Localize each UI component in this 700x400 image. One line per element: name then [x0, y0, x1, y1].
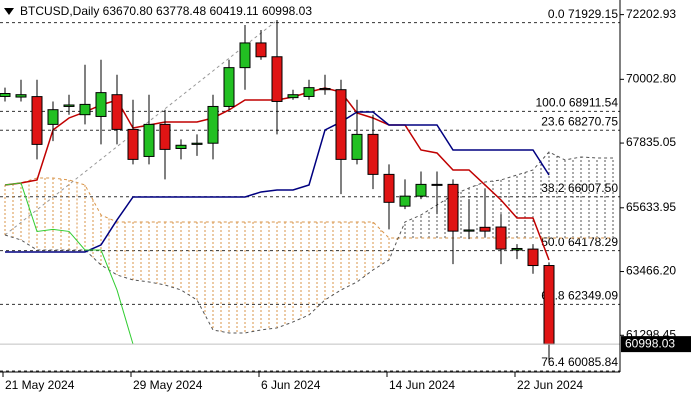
fib-level-label: 38.2 66007.50 — [541, 181, 618, 195]
candle-body — [495, 226, 507, 250]
x-tick-label: 29 May 2024 — [133, 378, 203, 392]
y-tick-label: 70002.80 — [626, 71, 676, 85]
candle-body — [31, 96, 43, 145]
candle-body — [159, 123, 171, 150]
fib-level-label: 0.0 71929.15 — [548, 7, 618, 21]
candle-body — [303, 87, 315, 97]
candle-body — [15, 94, 27, 98]
candle-body — [79, 103, 91, 116]
y-tick-label: 63466.20 — [626, 264, 676, 278]
chart-title: BTCUSD,Daily 63670.80 63778.48 60419.11 … — [20, 4, 312, 18]
y-tick-label: 72202.93 — [626, 7, 676, 21]
candle-body — [271, 56, 283, 102]
candle-body — [319, 88, 331, 91]
x-tick-label: 14 Jun 2024 — [389, 378, 455, 392]
candle-body — [287, 94, 299, 99]
indicator-line — [4, 182, 134, 345]
candle-body — [223, 67, 235, 107]
cloud-line-b — [4, 151, 613, 334]
candle-body — [415, 183, 427, 197]
current-price-label: 60998.03 — [625, 336, 675, 350]
candle-body — [191, 142, 203, 145]
candle-body — [431, 183, 443, 186]
candle-body — [175, 144, 187, 150]
x-tick-label: 6 Jun 2024 — [261, 378, 321, 392]
candle-body — [63, 104, 75, 107]
fib-level-label: 61.8 62349.09 — [541, 289, 618, 303]
fib-level-label: 76.4 60085.84 — [541, 355, 618, 369]
marks: 0.0 71929.15 100.0 68911.54 23.6 68270.75 3… — [0, 7, 691, 392]
candle-body — [479, 226, 491, 232]
candle-body — [143, 123, 155, 157]
cloud-line-a — [4, 177, 613, 239]
indicator-line — [5, 111, 550, 253]
x-tick-label: 21 May 2024 — [5, 378, 75, 392]
candle-body — [527, 248, 539, 267]
candle-body — [0, 93, 11, 97]
candle-body — [95, 92, 107, 117]
candle-body — [543, 265, 555, 345]
menu-triangle — [4, 8, 14, 15]
candle-body — [383, 173, 395, 203]
y-tick-label: 65633.95 — [626, 200, 676, 214]
fib-level-label: 50.0 64178.29 — [541, 235, 618, 249]
candle-body — [447, 183, 459, 232]
current-price-box — [621, 336, 691, 353]
candle-body — [207, 105, 219, 144]
fib-level-label: 23.6 68270.75 — [541, 114, 618, 128]
candle-body — [463, 229, 475, 232]
candle-body — [47, 109, 59, 125]
y-tick-label: 67835.05 — [626, 135, 676, 149]
candle-body — [511, 247, 523, 251]
candle-body — [351, 133, 363, 160]
fib-level-label: 100.0 68911.54 — [535, 96, 618, 110]
candle-body — [367, 133, 379, 175]
candle-body — [335, 89, 347, 160]
x-tick-label: 22 Jun 2024 — [517, 378, 583, 392]
candle-body — [239, 42, 251, 69]
candle-body — [111, 94, 123, 130]
candle-body — [399, 195, 411, 207]
candle-body — [255, 42, 267, 58]
candle-body — [127, 128, 139, 160]
